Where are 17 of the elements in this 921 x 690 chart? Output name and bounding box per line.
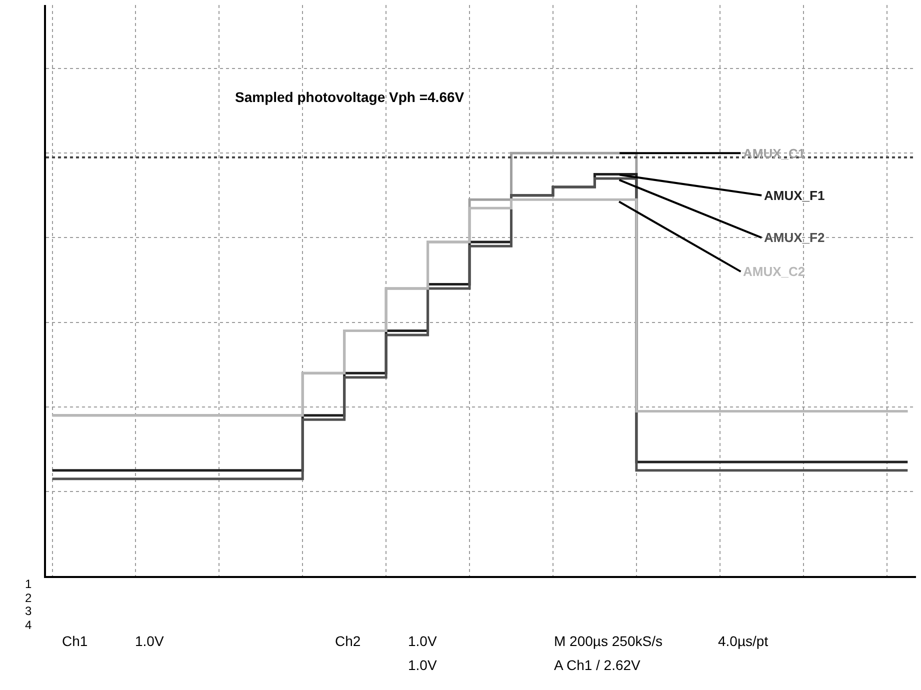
text: 4.0µs/pt: [718, 633, 768, 649]
text: 1.0V: [135, 633, 164, 649]
text: Ch1: [62, 633, 88, 649]
text: A Ch1 / 2.62V: [554, 657, 642, 673]
text: 1.0V: [408, 633, 438, 649]
text: AMUX_F2: [764, 230, 825, 245]
text: Ch2: [335, 633, 361, 649]
text: 1.0V: [408, 657, 438, 673]
text: 3: [25, 604, 32, 618]
text: 4: [25, 618, 32, 632]
text: 2: [25, 591, 32, 605]
text: 1: [25, 577, 32, 591]
text: AMUX_C2: [743, 264, 806, 279]
text: AMUX_C1: [743, 146, 806, 161]
text: M 200µs 250kS/s: [554, 633, 662, 649]
text: Sampled photovoltage Vph =4.66V: [235, 89, 465, 105]
text: AMUX_F1: [764, 188, 825, 203]
